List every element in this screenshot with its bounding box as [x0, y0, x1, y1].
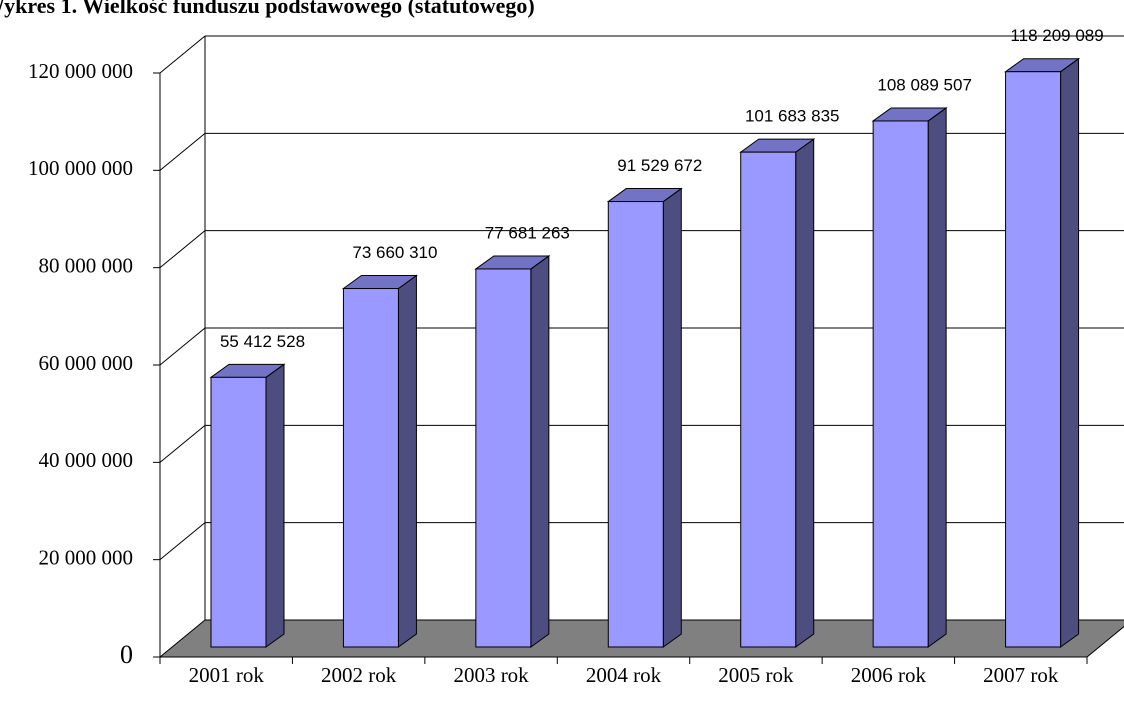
x-tick-label: 2001 rok — [189, 663, 265, 687]
chart-title: Wykres 1. Wielkość funduszu podstawowego… — [0, 0, 535, 18]
y-tick-label: 100 000 000 — [28, 156, 133, 180]
y-tick-label: 0 — [120, 640, 133, 669]
x-tick-label: 2007 rok — [983, 663, 1059, 687]
x-tick-label: 2002 rok — [321, 663, 397, 687]
bar-side — [265, 363, 285, 648]
bar-side — [927, 106, 947, 648]
data-label: 55 412 528 — [220, 332, 305, 351]
grid-line — [159, 35, 206, 74]
grid-line — [159, 132, 206, 171]
bar-side — [397, 274, 417, 648]
x-tick-label: 2005 rok — [718, 663, 794, 687]
x-tick-label: 2004 rok — [586, 663, 662, 687]
x-tick-label: 2006 rok — [851, 663, 927, 687]
data-label: 108 089 507 — [877, 75, 972, 94]
grid-line — [159, 230, 206, 269]
bar — [607, 201, 664, 648]
y-tick-label: 80 000 000 — [39, 253, 134, 277]
bar — [475, 268, 532, 648]
bar — [872, 120, 929, 648]
bar — [1005, 71, 1062, 648]
data-label: 101 683 835 — [745, 107, 840, 126]
x-tick-label: 2003 rok — [453, 663, 529, 687]
grid-line — [159, 424, 206, 463]
grid-line — [159, 327, 206, 366]
y-tick-label: 40 000 000 — [39, 448, 134, 472]
data-label: 91 529 672 — [617, 156, 702, 175]
grid-line — [159, 522, 206, 561]
bar-side — [530, 254, 550, 648]
bar — [210, 376, 267, 648]
y-tick-label: 60 000 000 — [39, 351, 134, 375]
bar-side — [795, 138, 815, 648]
bar-side — [662, 187, 682, 648]
bar — [342, 288, 399, 648]
y-tick-label: 120 000 000 — [28, 59, 133, 83]
data-label: 118 209 089 — [1010, 26, 1103, 45]
bar — [740, 151, 797, 648]
data-label: 73 660 310 — [352, 243, 437, 262]
y-tick-label: 20 000 000 — [39, 545, 134, 569]
bar-side — [1060, 57, 1080, 648]
data-label: 77 681 263 — [485, 223, 570, 242]
